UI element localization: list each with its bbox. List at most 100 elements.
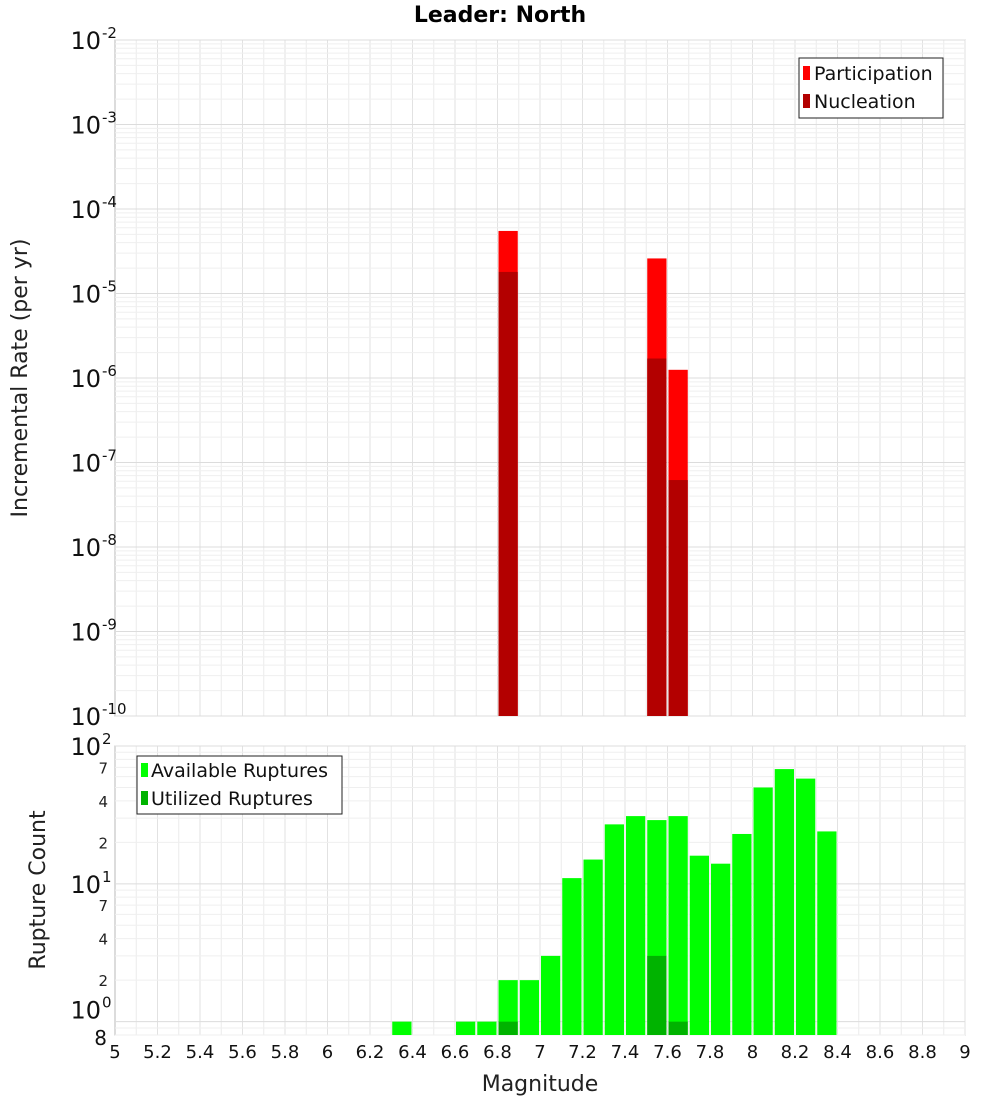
x-tick-label: 8.2 (781, 1042, 810, 1063)
rate-y-tick-exponent: -7 (102, 447, 117, 465)
available-legend-label: Available Ruptures (151, 760, 328, 782)
x-tick-label: 6.6 (441, 1042, 470, 1063)
x-tick-label: 8.4 (823, 1042, 852, 1063)
rupture-y-minor-label: 4 (98, 793, 108, 811)
rate-y-tick-exponent: -9 (102, 616, 117, 634)
rate-y-tick-base: 10 (70, 534, 101, 562)
rupture-y-minor-label: 7 (98, 897, 108, 915)
available-ruptures-bar (604, 824, 624, 1035)
x-tick-label: 6.2 (356, 1042, 385, 1063)
rate-y-tick-exponent: -3 (102, 109, 117, 127)
available-ruptures-bar (689, 855, 709, 1035)
rate-gridlines (115, 39, 966, 717)
x-tick-label: 5.2 (143, 1042, 172, 1063)
x-tick-label: 6.8 (483, 1042, 512, 1063)
nucleation-bar (647, 358, 667, 716)
x-tick-label: 8 (747, 1042, 758, 1063)
utilized-ruptures-bar (498, 1021, 518, 1035)
x-tick-label: 8.6 (866, 1042, 895, 1063)
rupture-y-minor-label: 4 (98, 931, 108, 949)
available-legend-swatch (141, 763, 148, 777)
rupture-y-minor-label: 2 (98, 834, 108, 852)
rate-y-tick-base: 10 (70, 27, 101, 55)
rupture-y-tick-exponent: 1 (102, 868, 112, 886)
magnitude-x-axis-title: Magnitude (482, 1072, 599, 1097)
rupture-y-axis-title: Rupture Count (26, 810, 51, 970)
x-tick-label: 9 (959, 1042, 970, 1063)
rate-y-tick-exponent: -8 (102, 531, 117, 549)
nucleation-legend-swatch (803, 94, 810, 108)
x-tick-label: 5 (109, 1042, 120, 1063)
participation-legend-label: Participation (814, 63, 933, 85)
rupture-y-minor-label: 7 (98, 759, 108, 777)
rupture-y-tick-base: 10 (70, 997, 101, 1025)
utilized-ruptures-bar (647, 955, 667, 1035)
available-ruptures-bar (626, 816, 646, 1035)
rupture-y-minor-label: 2 (98, 972, 108, 990)
rate-y-tick-base: 10 (70, 703, 101, 731)
rate-y-tick-base: 10 (70, 112, 101, 140)
x-tick-label: 5.8 (271, 1042, 300, 1063)
x-tick-label: 7.4 (611, 1042, 640, 1063)
x-tick-label: 7 (534, 1042, 545, 1063)
rate-y-tick-base: 10 (70, 619, 101, 647)
available-ruptures-bar (753, 787, 773, 1035)
x-tick-label: 6 (322, 1042, 333, 1063)
utilized-legend-swatch (141, 791, 148, 805)
x-tick-label: 5.4 (186, 1042, 215, 1063)
available-ruptures-bar (668, 816, 688, 1035)
available-ruptures-bar (583, 859, 603, 1035)
rate-y-tick-base: 10 (70, 365, 101, 393)
rate-y-tick-exponent: -4 (102, 193, 117, 211)
available-ruptures-bar (519, 980, 539, 1035)
nucleation-legend-label: Nucleation (814, 91, 916, 113)
rate-y-tick-exponent: -10 (102, 700, 127, 718)
rate-y-tick-exponent: -5 (102, 278, 117, 296)
participation-legend-swatch (803, 66, 810, 80)
rate-y-tick-exponent: -6 (102, 362, 117, 380)
rupture-y-tick-base: 10 (70, 871, 101, 899)
x-tick-label: 7.8 (696, 1042, 725, 1063)
chart-title: Leader: North (414, 3, 586, 28)
rate-bars (498, 230, 688, 717)
available-ruptures-bar (774, 769, 794, 1035)
rate-y-tick-base: 10 (70, 450, 101, 478)
available-ruptures-bar (541, 955, 561, 1035)
rate-y-tick-base: 10 (70, 281, 101, 309)
x-tick-label: 6.4 (398, 1042, 427, 1063)
rupture-bars (392, 769, 837, 1035)
available-ruptures-bar (711, 863, 731, 1035)
available-ruptures-bar (732, 833, 752, 1035)
rupture-y-tick-base: 10 (70, 733, 101, 761)
x-tick-label: 5.6 (228, 1042, 257, 1063)
rate-y-tick-exponent: -2 (102, 24, 117, 42)
available-ruptures-bar (817, 831, 837, 1035)
available-ruptures-bar (477, 1021, 497, 1035)
x-tick-label: 7.6 (653, 1042, 682, 1063)
utilized-ruptures-bar (668, 1021, 688, 1035)
available-ruptures-bar (456, 1021, 476, 1035)
nucleation-bar (668, 480, 688, 716)
rupture-legend-box (136, 755, 343, 815)
available-ruptures-bar (498, 980, 518, 1035)
utilized-legend-label: Utilized Ruptures (151, 788, 313, 810)
rate-y-axis-title: Incremental Rate (per yr) (8, 239, 33, 518)
rate-legend-box (798, 57, 944, 119)
available-ruptures-bar (392, 1021, 412, 1035)
magnitude-x-tick-labels: 5 5.2 5.4 5.6 5.8 6 6.2 6.4 6.6 6.8 7 7.2 7.4 7.6 7.8 8… (109, 1042, 970, 1063)
available-ruptures-bar (562, 878, 582, 1035)
rupture-y-tick-exponent: 0 (102, 994, 112, 1012)
rate-legend: Participation Nucleation (798, 57, 944, 119)
nucleation-bar (498, 271, 518, 716)
rupture-legend: Available Ruptures Utilized Ruptures (136, 755, 343, 815)
rupture-y-minor-label: 8 (94, 1026, 107, 1050)
available-ruptures-bar (796, 778, 816, 1035)
rate-y-tick-base: 10 (70, 196, 101, 224)
x-tick-label: 8.8 (908, 1042, 937, 1063)
x-tick-label: 7.2 (568, 1042, 597, 1063)
